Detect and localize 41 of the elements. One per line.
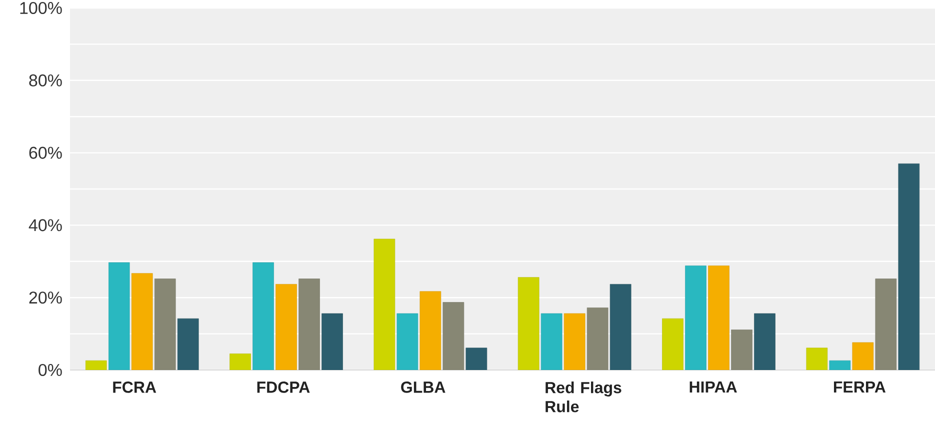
bar bbox=[298, 278, 320, 370]
bar bbox=[518, 277, 540, 370]
bar bbox=[875, 278, 897, 370]
x-tick-label: HIPAA bbox=[690, 382, 737, 393]
bar bbox=[898, 164, 920, 370]
bar bbox=[322, 313, 343, 370]
y-tick-label: 20% bbox=[29, 292, 62, 304]
bar bbox=[276, 284, 297, 370]
bar bbox=[754, 313, 776, 370]
bar bbox=[131, 273, 153, 370]
bar bbox=[564, 313, 586, 370]
x-tick-label: FERPA bbox=[834, 382, 886, 393]
bar bbox=[806, 348, 828, 370]
bar bbox=[252, 262, 274, 370]
y-tick-label: 100% bbox=[20, 2, 62, 14]
bar bbox=[374, 238, 396, 370]
bar bbox=[108, 262, 130, 370]
bar bbox=[466, 348, 488, 370]
y-tick-label: 80% bbox=[29, 74, 62, 86]
bar bbox=[420, 291, 442, 370]
bar bbox=[177, 318, 199, 370]
bar bbox=[610, 284, 632, 370]
x-tick-label: FCRA bbox=[113, 382, 156, 393]
bar bbox=[540, 313, 562, 370]
bar bbox=[586, 308, 608, 370]
bar bbox=[662, 318, 684, 370]
bar bbox=[852, 342, 874, 370]
x-tick-label: Red Flags Rule bbox=[546, 382, 622, 412]
bar bbox=[708, 266, 730, 370]
x-tick-label: FDCPA bbox=[257, 382, 310, 393]
bar bbox=[829, 360, 851, 370]
bar bbox=[154, 278, 176, 370]
y-tick-label: 0% bbox=[38, 364, 62, 376]
y-tick-label: 60% bbox=[29, 146, 62, 159]
bar bbox=[396, 313, 418, 370]
bar bbox=[685, 266, 706, 370]
bar bbox=[230, 354, 251, 370]
bar bbox=[731, 330, 752, 370]
bar bbox=[442, 302, 464, 370]
y-tick-label: 40% bbox=[28, 219, 62, 232]
x-tick-label: GLBA bbox=[401, 382, 446, 393]
